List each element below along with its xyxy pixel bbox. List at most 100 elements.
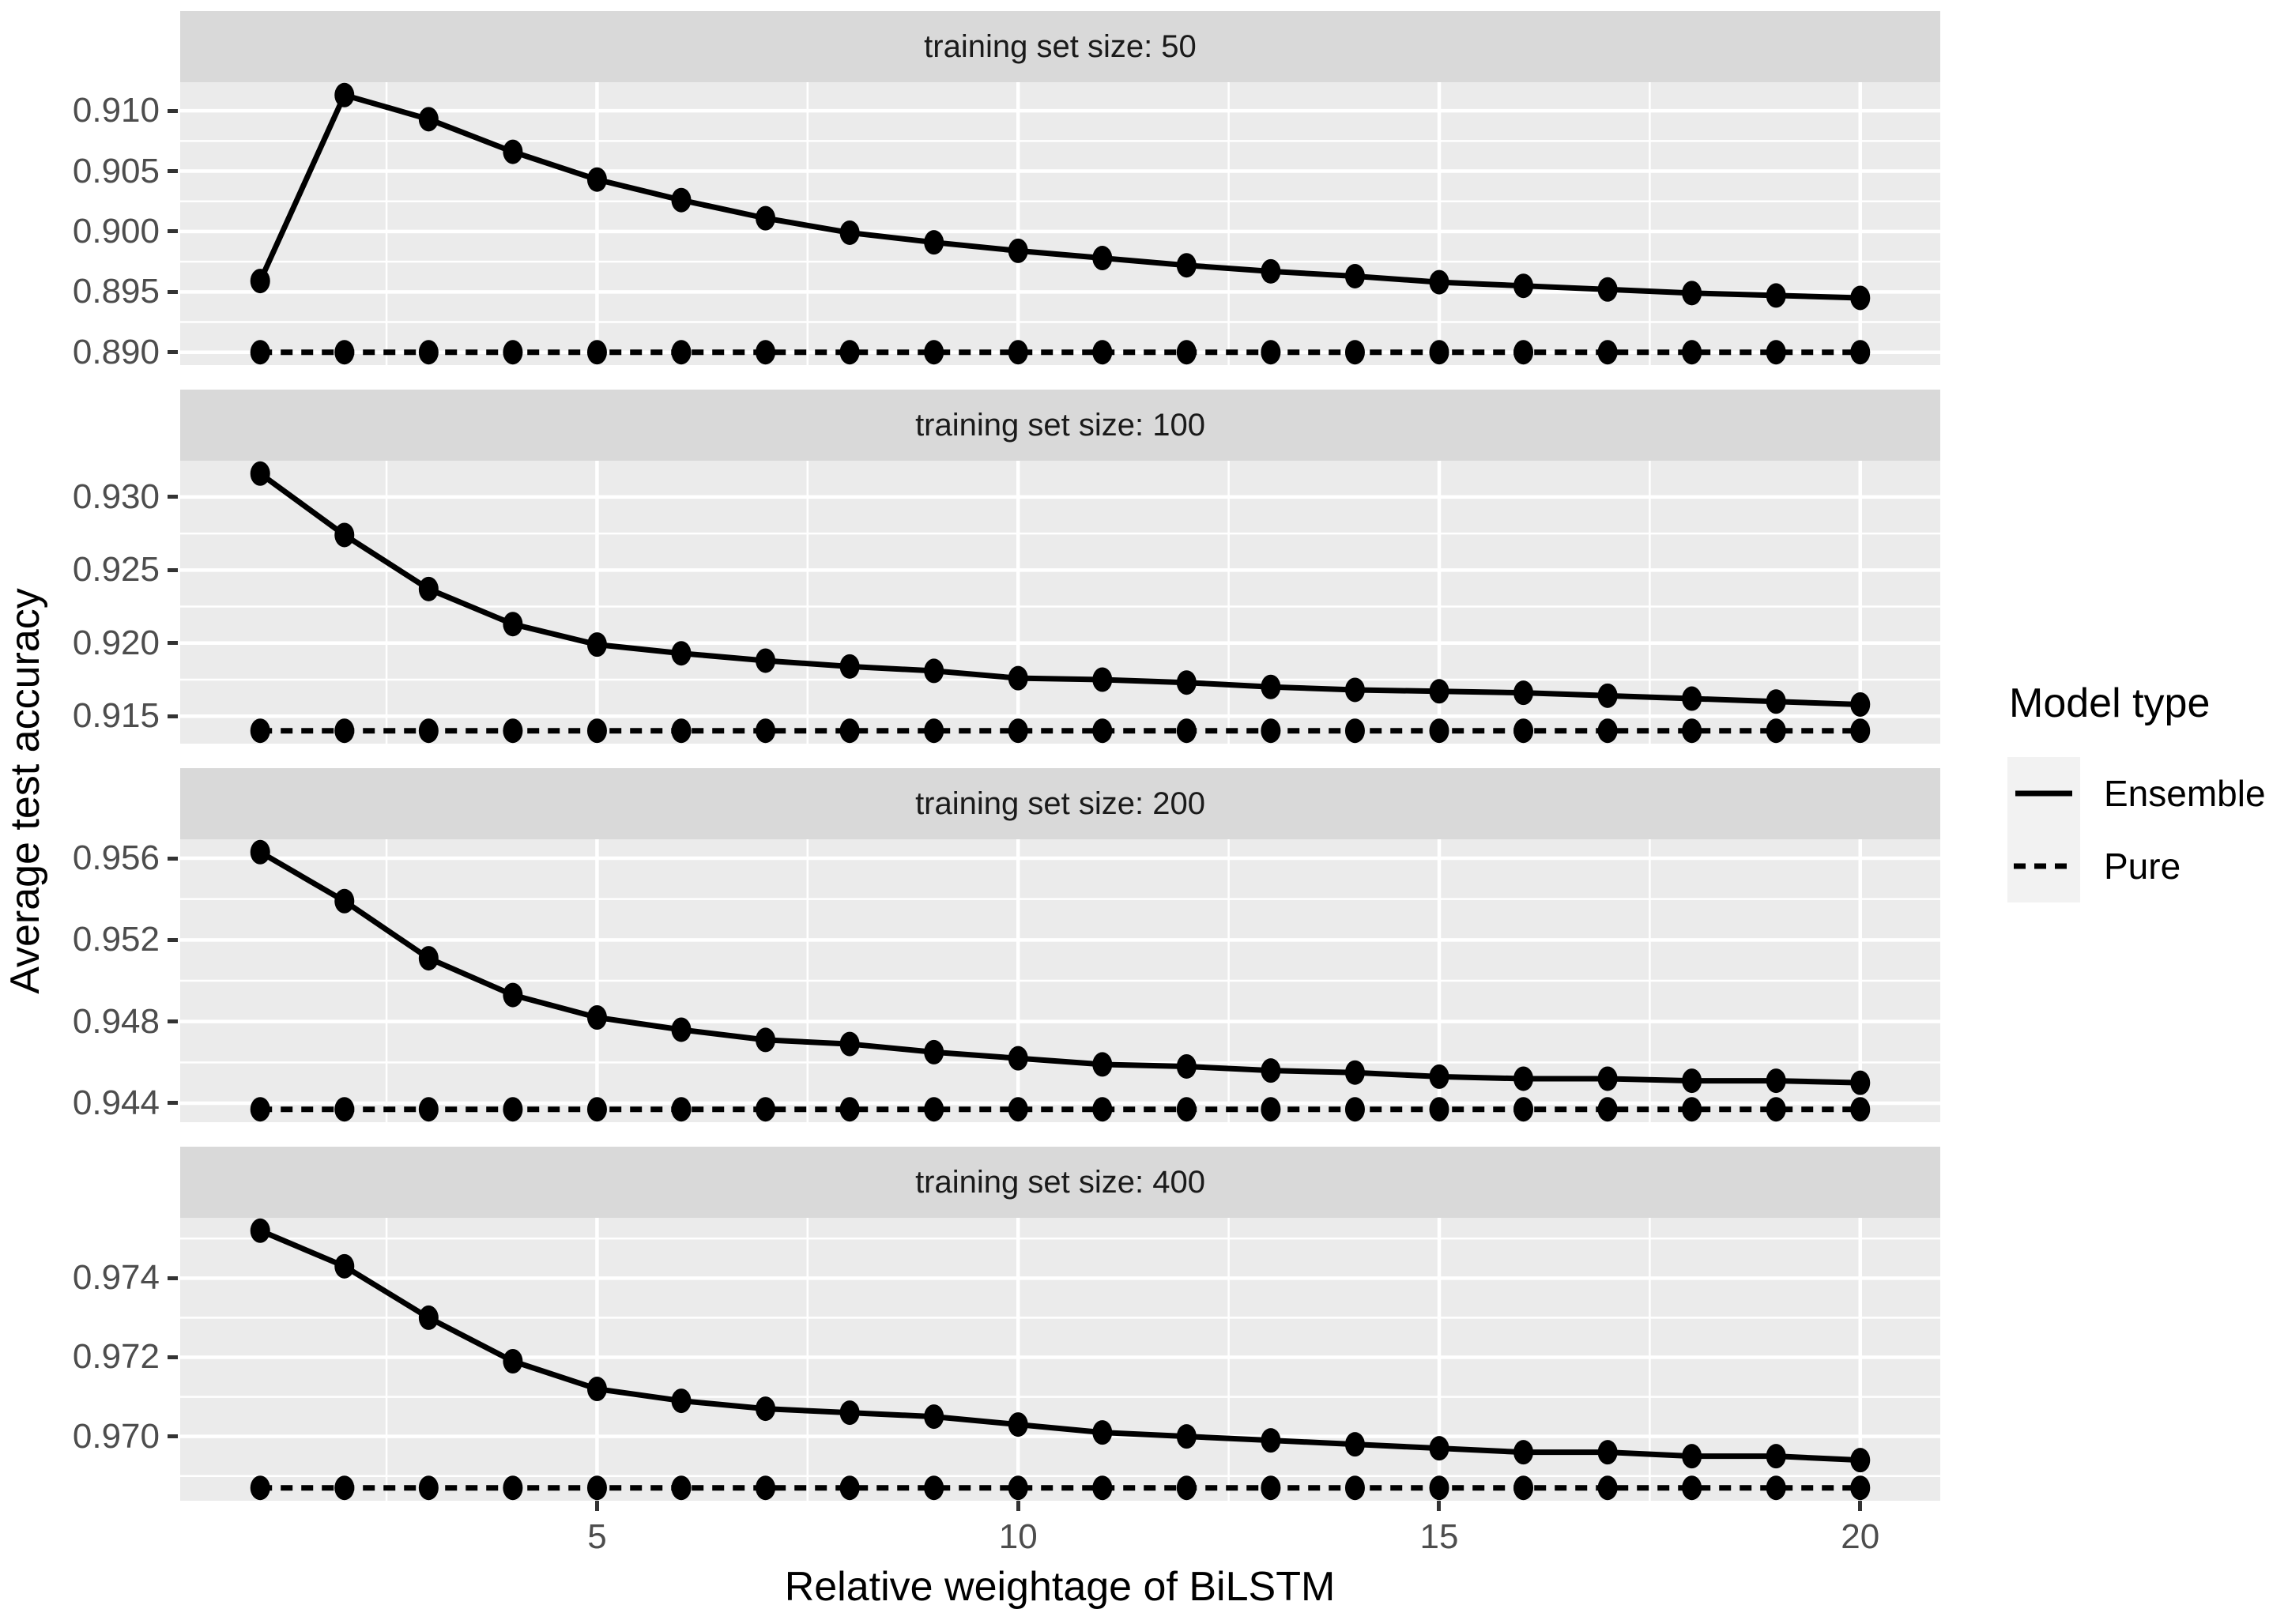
ensemble-point xyxy=(1513,1066,1534,1091)
y-tick-mark xyxy=(168,1275,178,1280)
y-tick-mark xyxy=(168,169,178,174)
ensemble-point xyxy=(1429,1436,1449,1461)
ensemble-point xyxy=(1261,1058,1281,1083)
pure-point xyxy=(1344,1475,1365,1501)
pure-point xyxy=(756,1097,776,1122)
pure-point xyxy=(503,1097,523,1122)
ensemble-point xyxy=(586,632,607,658)
pure-point xyxy=(1429,1097,1449,1122)
pure-point xyxy=(1597,340,1618,365)
y-tick-label: 0.948 xyxy=(72,1001,160,1041)
ensemble-point xyxy=(418,576,439,601)
y-tick-label: 0.900 xyxy=(72,211,160,251)
ensemble-point xyxy=(1344,1060,1365,1085)
ensemble-point xyxy=(1008,665,1028,691)
pure-point xyxy=(1092,1475,1113,1501)
facet-strip: training set size: 100 xyxy=(180,390,1940,461)
ensemble-point xyxy=(1261,674,1281,699)
ensemble-point xyxy=(1429,679,1449,704)
pure-point xyxy=(839,340,860,365)
pure-point xyxy=(1176,340,1197,365)
ensemble-point xyxy=(1176,253,1197,278)
ensemble-point xyxy=(756,1027,776,1053)
facet-panel-svg xyxy=(180,1218,1940,1501)
pure-point xyxy=(1513,718,1534,744)
pure-point xyxy=(586,1475,607,1501)
y-tick-mark xyxy=(168,1019,178,1024)
y-tick-mark xyxy=(168,1355,178,1359)
pure-point xyxy=(1597,718,1618,744)
ensemble-point xyxy=(924,230,944,255)
ensemble-line xyxy=(258,1228,1860,1464)
legend-key-pure xyxy=(2007,830,2080,902)
y-tick-label: 0.930 xyxy=(72,477,160,516)
ensemble-point xyxy=(334,82,355,107)
pure-point xyxy=(1429,340,1449,365)
ensemble-point xyxy=(418,946,439,971)
ensemble-point xyxy=(1682,686,1702,711)
pure-point xyxy=(250,340,270,365)
ensemble-point xyxy=(839,1031,860,1057)
ensemble-point xyxy=(1008,1046,1028,1071)
y-axis-title: Average test accuracy xyxy=(2,588,48,994)
pure-point xyxy=(334,1475,355,1501)
pure-point xyxy=(1176,718,1197,744)
pure-point xyxy=(1176,1475,1197,1501)
pure-point xyxy=(503,718,523,744)
y-tick-mark xyxy=(168,229,178,234)
pure-point xyxy=(1344,718,1365,744)
ensemble-point xyxy=(586,1004,607,1030)
pure-point xyxy=(586,340,607,365)
pure-point xyxy=(1429,718,1449,744)
ensemble-point xyxy=(1344,263,1365,288)
facet-strip: training set size: 400 xyxy=(180,1147,1940,1218)
ensemble-point xyxy=(334,1253,355,1279)
y-tick-mark xyxy=(168,350,178,355)
pure-point xyxy=(586,1097,607,1122)
facet-panel-svg xyxy=(180,839,1940,1122)
y-tick-label: 0.952 xyxy=(72,920,160,959)
ensemble-point xyxy=(671,641,692,666)
ensemble-point xyxy=(671,187,692,213)
x-tick-label: 5 xyxy=(587,1517,607,1556)
ensemble-point xyxy=(839,1400,860,1426)
ensemble-point xyxy=(1344,1432,1365,1457)
y-tick-label: 0.944 xyxy=(72,1083,160,1122)
pure-point xyxy=(1850,340,1871,365)
panel-background xyxy=(180,82,1940,365)
pure-point xyxy=(756,1475,776,1501)
pure-point xyxy=(334,340,355,365)
pure-point xyxy=(1261,1097,1281,1122)
ensemble-point xyxy=(924,658,944,684)
dashed-line-sample-icon xyxy=(2014,863,2074,869)
pure-point xyxy=(924,1097,944,1122)
ensemble-point xyxy=(839,220,860,245)
pure-point xyxy=(839,1475,860,1501)
facet-panel-svg xyxy=(180,461,1940,744)
solid-line-sample-icon xyxy=(2015,790,2072,797)
y-tick-label: 0.890 xyxy=(72,332,160,371)
pure-point xyxy=(1008,718,1028,744)
pure-point xyxy=(418,340,439,365)
pure-point xyxy=(839,1097,860,1122)
ensemble-point xyxy=(1008,1412,1028,1437)
ensemble-point xyxy=(1092,667,1113,692)
pure-point xyxy=(1766,1475,1786,1501)
y-tick-mark xyxy=(168,567,178,572)
x-axis-title: Relative weightage of BiLSTM xyxy=(784,1564,1336,1610)
ensemble-line xyxy=(258,471,1860,707)
y-tick-label: 0.915 xyxy=(72,696,160,736)
ensemble-point xyxy=(1597,683,1618,708)
ensemble-point xyxy=(1766,1444,1786,1469)
ensemble-point xyxy=(1682,1444,1702,1469)
pure-point xyxy=(1344,1097,1365,1122)
y-tick-label: 0.956 xyxy=(72,838,160,878)
ensemble-point xyxy=(418,107,439,132)
pure-point xyxy=(1092,340,1113,365)
facet-strip: training set size: 50 xyxy=(180,11,1940,82)
facet-panel-svg xyxy=(180,82,1940,365)
pure-point xyxy=(503,1475,523,1501)
ensemble-point xyxy=(1092,1052,1113,1077)
pure-point xyxy=(418,718,439,744)
